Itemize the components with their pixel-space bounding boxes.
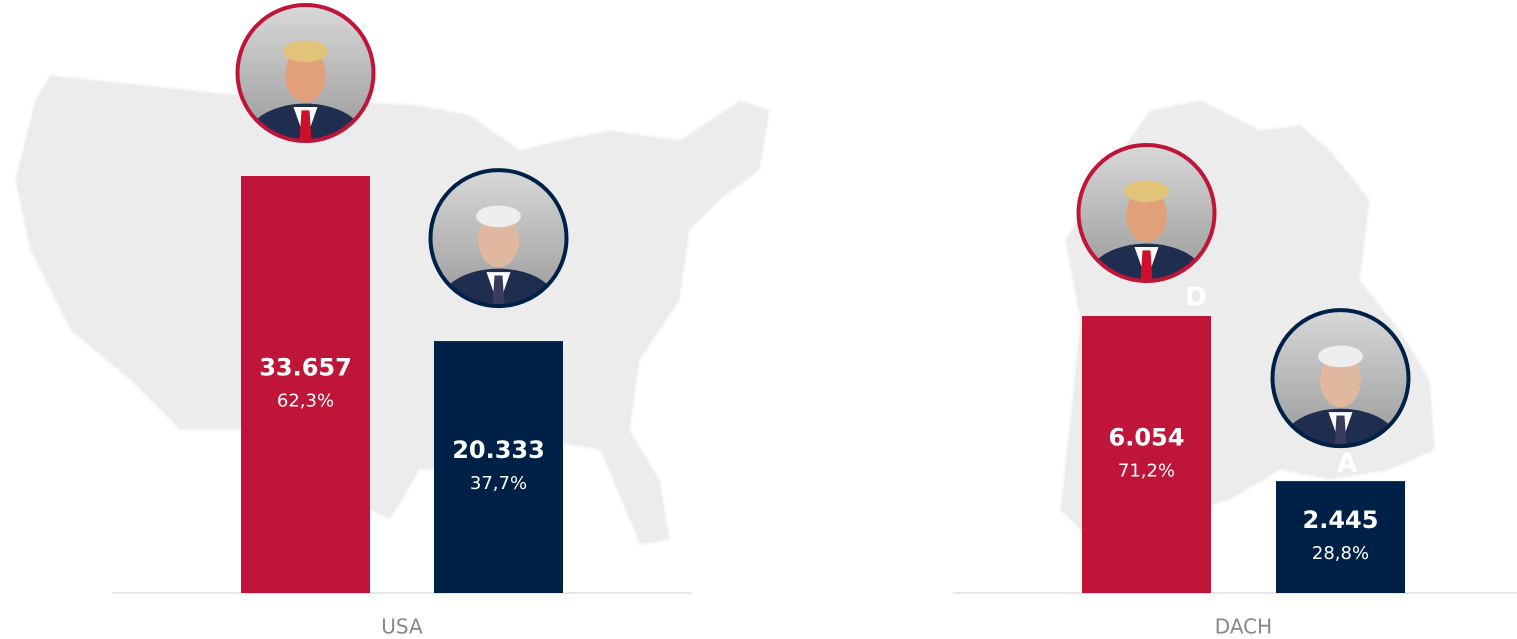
- hair: [283, 40, 328, 62]
- category-label: USA: [381, 615, 423, 639]
- value-label: 2.445: [1303, 506, 1379, 534]
- hair: [1318, 345, 1363, 367]
- category-label: DACH: [1215, 615, 1272, 639]
- hair: [476, 205, 521, 227]
- share-label: 62,3%: [277, 391, 334, 412]
- bar: [1276, 481, 1405, 593]
- tie: [493, 275, 505, 306]
- share-label: 37,7%: [470, 473, 527, 494]
- map-label: D: [1185, 283, 1207, 313]
- bar: [241, 176, 370, 593]
- bar: [434, 341, 563, 593]
- tie: [1335, 416, 1347, 447]
- tie: [1141, 250, 1153, 281]
- chart: D A USA 33.657 62,3% 20.333 37,7% DACH 6.054 71…: [0, 0, 1517, 639]
- share-label: 28,8%: [1312, 543, 1369, 564]
- map-label: A: [1337, 449, 1357, 479]
- bar: [1082, 316, 1211, 593]
- share-label: 71,2%: [1118, 461, 1175, 482]
- usa-map: [15, 75, 770, 545]
- value-label: 33.657: [259, 354, 352, 382]
- tie: [300, 110, 312, 141]
- value-label: 20.333: [452, 436, 545, 464]
- value-label: 6.054: [1109, 424, 1185, 452]
- hair: [1124, 180, 1169, 202]
